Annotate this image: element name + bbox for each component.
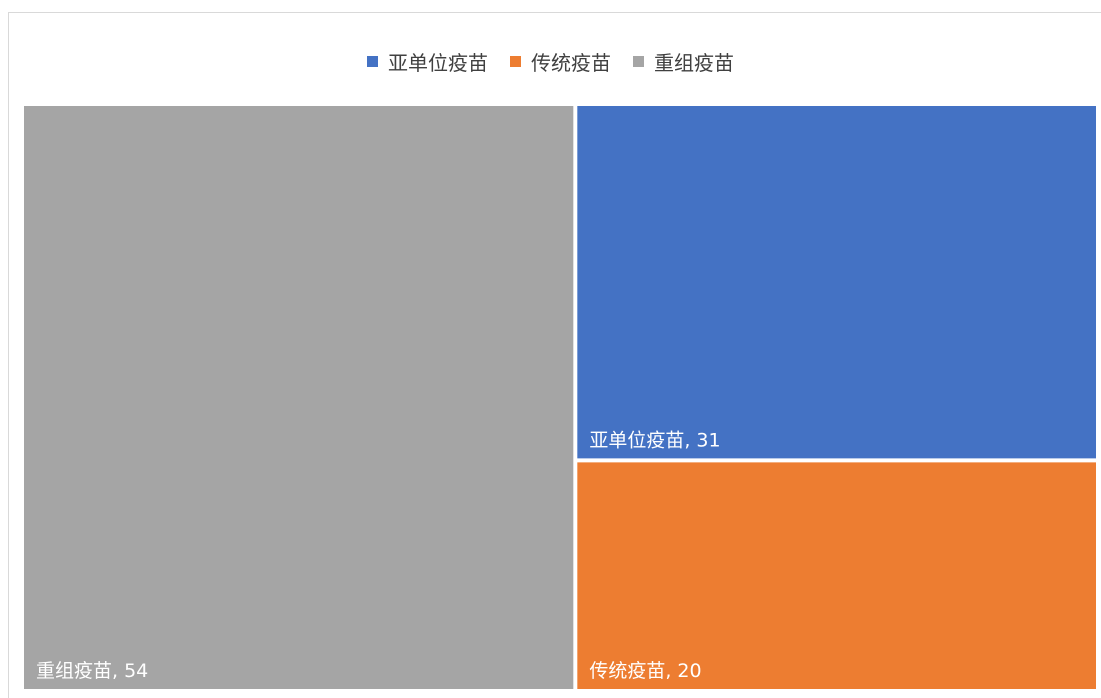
treemap-tile-traditional-vaccine[interactable]: [577, 462, 1096, 689]
treemap-label-recombinant-vaccine: 重组疫苗, 54: [36, 660, 148, 682]
treemap-label-subunit-vaccine: 亚单位疫苗, 31: [589, 429, 720, 451]
treemap-label-traditional-vaccine: 传统疫苗, 20: [589, 660, 701, 682]
treemap-tile-recombinant-vaccine[interactable]: [24, 106, 573, 689]
treemap-tile-subunit-vaccine[interactable]: [577, 106, 1096, 458]
